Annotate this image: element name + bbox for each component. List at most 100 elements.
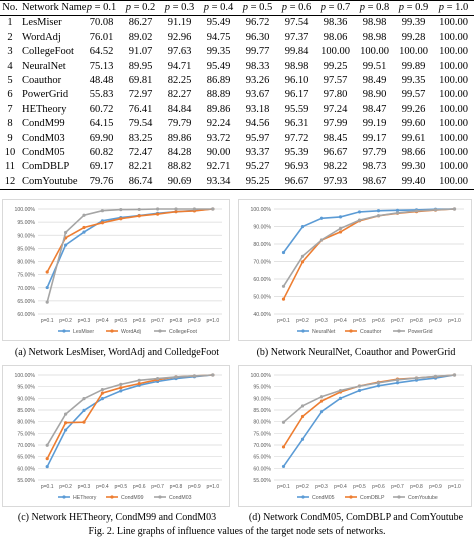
network-name-cell: ComDBLP xyxy=(22,161,70,173)
value-cell: 88.82 xyxy=(167,161,192,173)
data-point-comyoutube xyxy=(395,378,400,382)
data-point-condm03 xyxy=(82,397,86,401)
y-tick-label: 60.00% xyxy=(17,312,35,318)
data-point-condm05 xyxy=(338,396,343,400)
value-cell: 100.00 xyxy=(399,46,428,58)
x-tick-label: p=1.0 xyxy=(206,318,219,324)
y-tick-label: 100.00% xyxy=(15,373,36,379)
table-row: 5 Coauthor 48.48 69.81 82.25 86.89 93.26 96.10 9… xyxy=(0,74,474,88)
data-point-comyoutube xyxy=(376,381,381,385)
x-tick-label: p=0.8 xyxy=(410,484,423,490)
legend-marker xyxy=(158,329,162,333)
value-cell: 91.07 xyxy=(128,46,153,58)
network-name-cell: NeuralNet xyxy=(22,60,66,72)
value-cell: 86.74 xyxy=(121,174,160,191)
x-tick-label: p=1.0 xyxy=(448,484,461,490)
x-tick-label: p=0.7 xyxy=(151,484,164,490)
table-row: 8 CondM99 64.15 79.54 79.79 92.24 94.56 96.31 97… xyxy=(0,117,474,131)
row-number: 11 xyxy=(4,161,16,173)
value-cell: 70.08 xyxy=(89,17,114,29)
table-row: 3 CollegeFoot 64.52 91.07 97.63 99.35 99.77 99.… xyxy=(0,45,474,59)
y-tick-label: 60.00% xyxy=(253,466,271,472)
value-cell: 86.89 xyxy=(206,75,231,87)
caption-b: (b) Network NeuralNet, Coauthor and Powe… xyxy=(256,347,456,358)
x-tick-label: p=0.1 xyxy=(277,484,290,490)
table-row: 4 NeuralNet 75.13 89.95 94.71 95.49 98.33 98.98… xyxy=(0,60,474,74)
x-tick-label: p=0.4 xyxy=(334,318,347,324)
y-tick-label: 80.00% xyxy=(253,242,271,248)
x-tick-label: p=0.6 xyxy=(133,318,146,324)
x-tick-label: p=0.9 xyxy=(188,484,201,490)
value-cell: 97.54 xyxy=(284,17,309,29)
series-line-powergrid xyxy=(282,208,455,287)
x-tick-label: p=0.5 xyxy=(114,318,127,324)
value-cell: 95.49 xyxy=(206,17,231,29)
y-tick-label: 65.00% xyxy=(253,455,271,461)
value-cell: 97.57 xyxy=(323,75,348,87)
data-point-comyoutube xyxy=(357,384,362,388)
value-cell: 95.27 xyxy=(245,161,270,173)
data-point-collegefoot xyxy=(64,230,68,235)
table-body: 1 LesMiser 70.08 86.27 91.19 95.49 96.72 97.54 9… xyxy=(0,16,474,191)
value-cell: 96.30 xyxy=(245,31,270,43)
value-cell: 97.93 xyxy=(316,174,355,191)
x-tick-label: p=0.2 xyxy=(296,318,309,324)
value-cell: 96.17 xyxy=(284,89,309,101)
value-cell: 100.00 xyxy=(439,103,468,115)
x-tick-label: p=0.6 xyxy=(372,484,385,490)
data-point-powergrid xyxy=(414,209,419,213)
row-number: 2 xyxy=(7,31,13,43)
y-tick-label: 80.00% xyxy=(253,420,271,426)
legend-label: CondM99 xyxy=(121,495,144,501)
x-tick-label: p=0.3 xyxy=(315,484,328,490)
header-p-8: p = 0.7 xyxy=(316,0,355,17)
legend-marker xyxy=(62,329,66,333)
value-cell: 98.22 xyxy=(323,161,348,173)
value-cell: 79.79 xyxy=(167,118,192,130)
value-cell: 91.19 xyxy=(167,17,192,29)
data-point-condm05 xyxy=(319,410,324,414)
data-point-neuralnet xyxy=(281,250,286,255)
value-cell: 99.60 xyxy=(401,118,426,130)
x-tick-label: p=0.7 xyxy=(151,318,164,324)
data-point-wordadj xyxy=(119,217,123,221)
value-cell: 96.93 xyxy=(284,161,309,173)
value-cell: 89.86 xyxy=(167,132,192,144)
value-cell: 82.21 xyxy=(128,161,153,173)
value-cell: 89.86 xyxy=(206,103,231,115)
value-cell: 100.00 xyxy=(439,147,468,159)
value-cell: 99.51 xyxy=(362,60,387,72)
y-tick-label: 40.00% xyxy=(253,312,271,318)
data-point-condm03 xyxy=(192,374,196,378)
header-p-9: p = 0.8 xyxy=(355,0,394,17)
header-p-11: p = 1.0 xyxy=(433,0,474,17)
value-cell: 93.67 xyxy=(245,89,270,101)
y-tick-label: 90.00% xyxy=(253,225,271,231)
data-point-comdblp xyxy=(319,399,324,403)
value-cell: 97.24 xyxy=(323,103,348,115)
value-cell: 98.33 xyxy=(245,60,270,72)
x-tick-label: p=0.9 xyxy=(429,484,442,490)
network-name-cell: LesMiser xyxy=(22,17,62,29)
data-point-powergrid xyxy=(452,207,457,211)
legend-marker xyxy=(158,495,162,499)
data-point-collegefoot xyxy=(211,207,215,211)
y-tick-label: 85.00% xyxy=(17,246,35,252)
chart-a-svg: 60.00% 65.00% 70.00% 75.00% 80.00% 85.00% 90.0… xyxy=(2,199,230,341)
data-point-comyoutube xyxy=(433,374,438,378)
x-tick-label: p=0.4 xyxy=(96,484,109,490)
value-cell: 79.76 xyxy=(82,174,121,191)
x-tick-label: p=0.3 xyxy=(78,484,91,490)
legend-label: ComYoutube xyxy=(408,495,438,501)
data-point-comyoutube xyxy=(338,388,343,393)
x-tick-label: p=0.2 xyxy=(59,484,72,490)
x-tick-label: p=0.1 xyxy=(41,318,54,324)
row-number: 8 xyxy=(7,118,13,130)
value-cell: 99.89 xyxy=(401,60,426,72)
y-tick-label: 65.00% xyxy=(17,455,35,461)
y-tick-label: 70.00% xyxy=(253,260,271,266)
data-point-coauthor xyxy=(338,230,343,234)
x-tick-label: p=0.1 xyxy=(41,484,54,490)
row-number: 10 xyxy=(4,147,16,159)
value-cell: 98.67 xyxy=(355,174,394,191)
